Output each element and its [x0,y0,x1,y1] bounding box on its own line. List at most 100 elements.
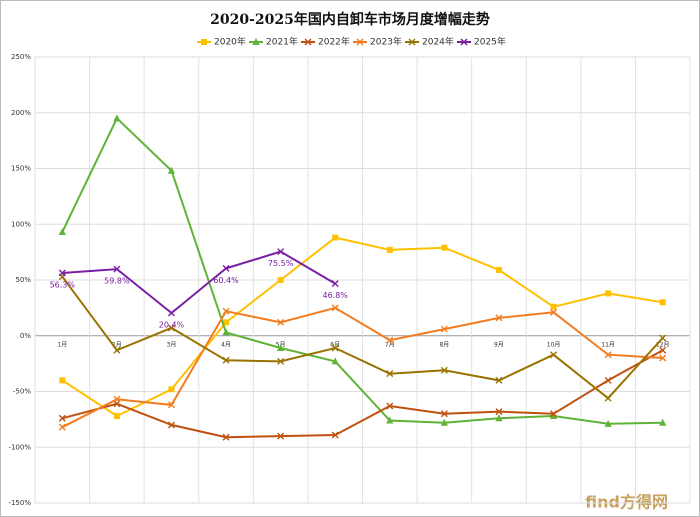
point-marker [604,351,612,359]
point-marker [659,346,667,354]
legend-marker [408,38,416,46]
point-marker [167,166,176,174]
point-marker [222,356,230,364]
point-marker [549,412,558,420]
point-marker [440,410,448,418]
x-tick-label: 7月 [385,341,395,348]
point-marker [331,304,339,312]
legend-marker [304,38,312,46]
point-marker [113,265,121,273]
point-marker [495,314,503,322]
point-marker [550,308,558,316]
point-marker [440,366,448,374]
point-marker [659,334,667,342]
point-marker [605,290,612,297]
legend-marker [460,38,468,46]
data-label: 75.5% [268,259,294,268]
point-marker [167,421,175,429]
y-tick-label: 150% [11,165,31,173]
x-tick-label: 3月 [167,341,177,348]
point-marker [495,266,502,273]
point-marker [113,114,121,122]
series-line [62,250,336,315]
point-marker [386,370,394,378]
point-marker [604,376,612,384]
point-marker [167,324,175,332]
y-tick-label: 50% [15,276,31,284]
point-marker [386,416,394,424]
point-marker [659,354,667,362]
point-marker [604,419,612,427]
point-marker [58,228,66,236]
legend-label: 2021年 [266,36,298,48]
legend-label: 2023年 [370,36,402,48]
x-tick-label: 8月 [439,341,449,348]
data-label: 60.4% [213,276,239,285]
y-tick-label: 100% [11,220,31,228]
point-marker [659,299,666,306]
y-tick-label: -150% [8,499,31,507]
point-marker [222,328,230,336]
point-marker [277,277,284,283]
x-tick-label: 6月 [330,341,340,348]
point-marker [167,401,175,409]
point-marker [440,325,448,333]
point-marker [277,344,285,352]
x-tick-label: 2月 [112,341,122,348]
point-marker [550,410,558,418]
series-line [61,236,663,418]
point-marker [495,414,503,422]
point-marker [113,346,121,354]
series-line [62,349,664,439]
point-marker [550,303,557,310]
point-marker [331,431,339,439]
x-tick-label: 1月 [57,341,67,348]
point-marker [550,351,558,359]
point-marker [440,418,448,426]
y-tick-label: 250% [11,53,31,61]
legend-marker [201,39,207,45]
point-marker [167,309,175,317]
series-line [61,306,663,429]
point-marker [58,423,66,431]
point-marker [277,432,285,440]
point-marker [168,386,175,393]
x-tick-label: 12月 [656,341,670,348]
point-marker [659,418,667,426]
point-marker [113,395,121,403]
point-marker [441,244,448,251]
watermark: find方得网 [585,493,668,512]
point-marker [59,377,66,384]
point-marker [222,307,230,315]
point-marker [222,264,230,272]
point-marker [604,394,612,402]
legend-marker [252,38,260,45]
point-marker [277,248,285,256]
point-marker [58,414,66,422]
point-marker [113,413,120,420]
legend-label: 2024年 [422,36,454,48]
point-marker [332,234,339,241]
series-line [61,116,663,425]
point-marker [386,402,394,410]
point-marker [277,318,285,326]
data-label: 59.8% [104,277,130,286]
data-label: 46.8% [322,291,348,300]
data-label: 56.3% [50,280,76,289]
point-marker [331,344,339,352]
legend-label: 2022年 [318,36,350,48]
point-marker [222,433,230,441]
point-marker [386,246,393,253]
point-marker [495,408,503,416]
legend-label: 2025年 [474,36,506,48]
point-marker [331,280,339,288]
legend-marker [356,38,364,46]
x-tick-label: 10月 [547,341,561,348]
y-tick-label: -100% [8,443,31,451]
x-tick-label: 4月 [221,341,231,348]
x-tick-label: 9月 [494,341,504,348]
point-marker [331,357,339,365]
data-label: 20.4% [159,321,185,330]
